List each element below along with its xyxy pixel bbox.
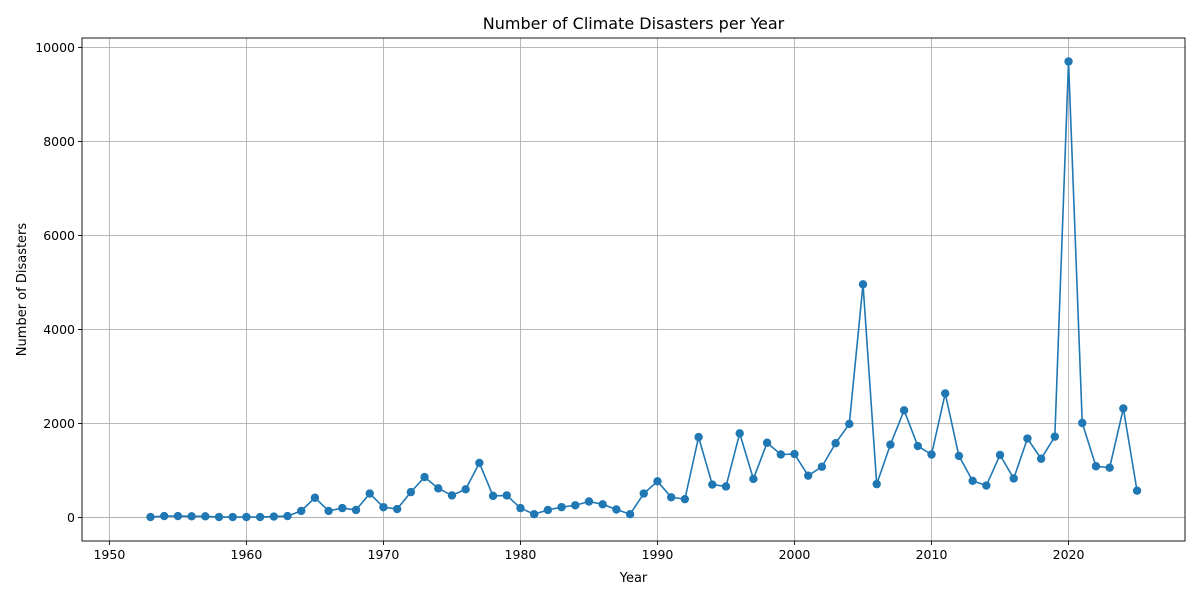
data-point xyxy=(1105,463,1114,472)
data-point xyxy=(954,451,964,461)
y-tick-label: 2000 xyxy=(43,416,75,431)
data-point xyxy=(666,493,676,502)
data-point xyxy=(324,506,333,516)
data-point xyxy=(1009,474,1018,483)
data-point xyxy=(297,506,306,516)
data-point xyxy=(708,480,717,489)
data-point xyxy=(845,419,854,429)
y-axis-label: Number of Disasters xyxy=(15,223,30,357)
data-point xyxy=(680,494,690,504)
x-tick-label: 1960 xyxy=(231,547,263,562)
data-point xyxy=(338,503,347,513)
data-point xyxy=(351,505,361,515)
axis-ticks: 1950 1960 1970 1980 1990 2000 2010 2020 0 2000 400… xyxy=(35,40,1084,562)
data-point xyxy=(913,441,923,451)
x-tick-label: 1990 xyxy=(642,547,674,562)
x-tick-label: 2010 xyxy=(916,547,948,562)
y-tick-label: 10000 xyxy=(35,40,75,55)
data-point xyxy=(173,511,183,521)
data-point xyxy=(146,512,155,522)
chart-title: Number of Climate Disasters per Year xyxy=(483,14,785,33)
data-point xyxy=(941,389,950,398)
data-point xyxy=(255,512,265,522)
data-point xyxy=(214,512,224,522)
x-tick-label: 1950 xyxy=(93,547,125,562)
data-point xyxy=(762,438,772,447)
y-tick-label: 0 xyxy=(67,510,75,525)
grid-lines xyxy=(82,38,1185,541)
data-point xyxy=(995,450,1005,460)
data-point xyxy=(694,432,703,442)
data-point xyxy=(721,482,731,491)
data-point xyxy=(1132,486,1142,495)
data-point xyxy=(201,512,210,521)
data-point xyxy=(1119,404,1128,413)
data-point xyxy=(749,474,758,484)
data-point xyxy=(187,512,196,521)
data-point xyxy=(571,501,580,510)
data-point xyxy=(447,491,457,500)
y-tick-label: 6000 xyxy=(43,228,75,243)
data-points xyxy=(146,57,1142,522)
data-point xyxy=(639,489,648,498)
data-point xyxy=(557,502,566,512)
data-point xyxy=(502,491,511,500)
x-axis-label: Year xyxy=(619,571,648,586)
data-point xyxy=(653,477,662,486)
data-point xyxy=(420,472,429,482)
data-point xyxy=(283,511,292,521)
series-line xyxy=(150,61,1138,518)
x-tick-label: 1980 xyxy=(505,547,537,562)
data-point xyxy=(776,450,785,459)
data-point xyxy=(927,450,936,459)
data-point xyxy=(488,491,498,501)
data-point xyxy=(516,503,525,513)
plot-frame xyxy=(81,37,1186,542)
data-point xyxy=(269,512,279,521)
data-point xyxy=(584,497,594,506)
data-point xyxy=(434,484,443,493)
data-point xyxy=(406,487,416,497)
data-point xyxy=(831,439,840,448)
data-point xyxy=(392,504,402,514)
data-point xyxy=(803,471,813,480)
data-point xyxy=(982,481,991,490)
data-point xyxy=(817,462,827,471)
data-point xyxy=(228,512,237,522)
data-point xyxy=(968,476,977,486)
data-point xyxy=(612,505,621,514)
data-point xyxy=(625,510,635,519)
data-point xyxy=(899,406,909,415)
x-tick-label: 2000 xyxy=(779,547,811,562)
data-point xyxy=(529,510,539,519)
data-point xyxy=(310,493,320,502)
data-point xyxy=(872,479,881,489)
data-point xyxy=(1078,418,1087,428)
y-tick-label: 4000 xyxy=(43,322,75,337)
data-point xyxy=(1050,432,1060,441)
data-point xyxy=(461,485,470,494)
data-point xyxy=(543,505,553,515)
data-point xyxy=(886,440,895,449)
y-tick-label: 8000 xyxy=(43,134,75,149)
data-point xyxy=(242,512,251,522)
data-point xyxy=(1091,462,1101,471)
data-point xyxy=(598,500,607,509)
data-point xyxy=(365,489,374,498)
x-tick-label: 2020 xyxy=(1053,547,1085,562)
data-point xyxy=(1064,57,1073,66)
data-point xyxy=(475,458,484,468)
data-point xyxy=(379,502,388,512)
data-point xyxy=(858,280,868,289)
data-point xyxy=(1023,434,1032,443)
data-point xyxy=(160,511,169,521)
x-tick-label: 1970 xyxy=(368,547,400,562)
data-point xyxy=(735,429,744,438)
data-point xyxy=(1036,454,1046,463)
data-point xyxy=(790,449,799,459)
